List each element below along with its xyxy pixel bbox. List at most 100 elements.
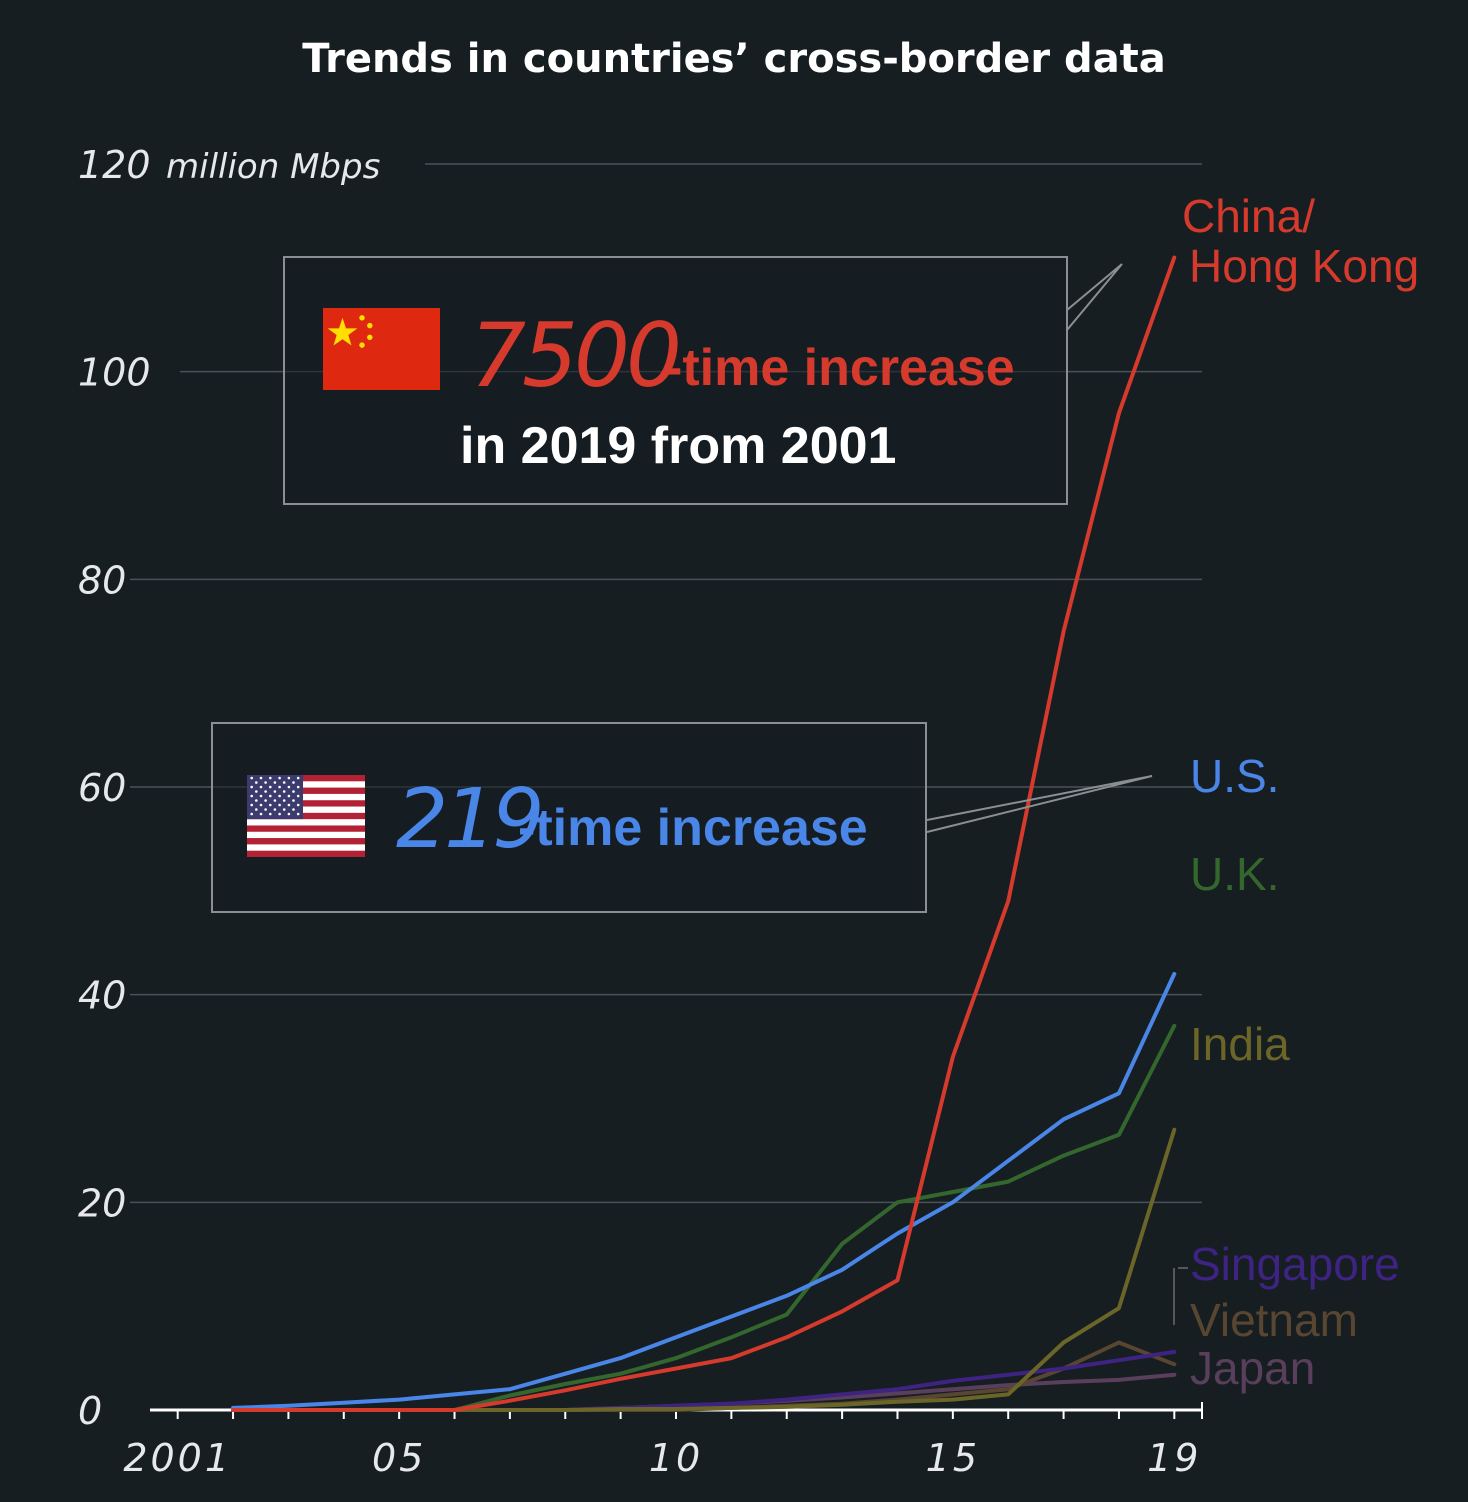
flag-star bbox=[292, 781, 295, 784]
flag-stripe bbox=[247, 812, 365, 820]
flag-star bbox=[287, 794, 291, 798]
series-line-china-hong-kong bbox=[231, 255, 1177, 1412]
flag-stripe bbox=[247, 800, 365, 807]
flag-star bbox=[296, 785, 300, 789]
flag-star bbox=[292, 808, 295, 811]
china-annotation-box: 7500 -time increase in 2019 from 2001 bbox=[283, 256, 1068, 505]
y-unit-label: million Mbps bbox=[166, 147, 380, 187]
flag-star bbox=[269, 785, 272, 789]
series-label: India bbox=[1190, 1018, 1290, 1070]
x-axis: 2001 05 10 15 19 bbox=[123, 1402, 1203, 1480]
y-tick-label: 100 bbox=[78, 351, 151, 395]
flag-stripe bbox=[247, 787, 365, 795]
flag-stripe bbox=[247, 775, 365, 782]
series-line-u-k bbox=[231, 1023, 1177, 1412]
flag-star bbox=[273, 808, 277, 811]
flag-star bbox=[255, 781, 258, 784]
flag-star bbox=[273, 790, 277, 793]
flag-star bbox=[259, 812, 263, 816]
x-tick-label: 15 bbox=[926, 1436, 980, 1480]
flag-stripe bbox=[247, 781, 365, 788]
flag-star bbox=[282, 808, 286, 811]
flag-star bbox=[269, 803, 272, 807]
flag-stripe bbox=[247, 793, 365, 801]
flag-star bbox=[250, 812, 253, 816]
flag-star bbox=[296, 794, 300, 798]
flag-star bbox=[282, 790, 286, 793]
flag-star bbox=[296, 803, 300, 807]
china-leader-line bbox=[1066, 263, 1123, 331]
series-line-u-s bbox=[231, 971, 1177, 1410]
series-label: Japan bbox=[1190, 1342, 1315, 1394]
us-leader-line bbox=[926, 775, 1153, 833]
flag-star bbox=[259, 803, 263, 807]
flag-star bbox=[287, 776, 291, 780]
china-increase-subtitle: in 2019 from 2001 bbox=[460, 417, 897, 475]
flag-stripe bbox=[247, 806, 365, 814]
flag-star bbox=[264, 790, 267, 793]
flag-star bbox=[296, 776, 300, 780]
flag-star bbox=[282, 781, 286, 784]
us-increase-number: 219 bbox=[396, 772, 545, 867]
series-label: China/ bbox=[1182, 190, 1315, 242]
flag-star bbox=[292, 799, 295, 802]
flag-star bbox=[259, 785, 263, 789]
series-label: Hong Kong bbox=[1189, 240, 1419, 292]
china-increase-suffix: -time increase bbox=[665, 339, 1015, 397]
flag-star bbox=[269, 812, 272, 816]
chart-title: Trends in countries’ cross-border data bbox=[302, 36, 1166, 82]
annotation-leader-lines bbox=[926, 263, 1188, 1325]
flag-star bbox=[287, 785, 291, 789]
flag-stripe bbox=[247, 850, 365, 858]
flag-star bbox=[259, 794, 263, 798]
flag-star bbox=[292, 790, 295, 793]
flag-star bbox=[278, 803, 281, 807]
series-label: U.K. bbox=[1190, 848, 1279, 900]
series-label: Vietnam bbox=[1190, 1294, 1358, 1346]
flag-stripe bbox=[247, 825, 365, 833]
flag-star bbox=[296, 812, 300, 816]
flag-stripe bbox=[247, 831, 365, 839]
us-increase-suffix: -time increase bbox=[518, 799, 868, 857]
flag-star bbox=[264, 808, 267, 811]
y-tick-label: 40 bbox=[78, 974, 126, 1018]
x-tick-label: 2001 bbox=[123, 1436, 232, 1480]
flag-star bbox=[269, 794, 272, 798]
us-flag-icon bbox=[247, 775, 365, 858]
flag-star bbox=[255, 808, 258, 811]
flag-star bbox=[250, 776, 253, 780]
series-label: Singapore bbox=[1190, 1238, 1400, 1290]
us-annotation-box: 219 -time increase bbox=[211, 722, 927, 913]
flag-star bbox=[264, 781, 267, 784]
y-tick-label: 120 bbox=[78, 143, 151, 187]
flag-star bbox=[287, 812, 291, 816]
flag-star bbox=[259, 776, 263, 780]
y-tick-label: 0 bbox=[78, 1389, 102, 1433]
flag-star bbox=[273, 781, 277, 784]
x-tick-label: 19 bbox=[1147, 1436, 1201, 1480]
flag-stripe bbox=[247, 819, 365, 826]
flag-star bbox=[250, 794, 253, 798]
x-tick-label: 10 bbox=[649, 1436, 703, 1480]
y-tick-label: 20 bbox=[78, 1181, 126, 1225]
flag-star bbox=[278, 785, 281, 789]
series-lines bbox=[231, 255, 1177, 1412]
flag-star bbox=[255, 790, 258, 793]
flag-star bbox=[264, 799, 267, 802]
flag-stripe bbox=[247, 838, 365, 845]
series-labels: China/Hong Kong U.S. U.K. India SingaporeVie… bbox=[1182, 190, 1419, 1394]
flag-star bbox=[255, 799, 258, 802]
flag-stripe bbox=[247, 844, 365, 851]
flag-star bbox=[287, 803, 291, 807]
flag-star bbox=[250, 785, 253, 789]
china-increase-number: 7500 bbox=[470, 304, 682, 407]
china-flag-icon bbox=[323, 308, 440, 390]
flag-star bbox=[250, 803, 253, 807]
y-axis-ticks: 0 20 40 60 80 100 120 million Mbps bbox=[78, 143, 380, 1433]
flag-star bbox=[278, 812, 281, 816]
y-tick-label: 60 bbox=[78, 766, 126, 810]
flag-star bbox=[269, 776, 272, 780]
flag-star bbox=[278, 776, 281, 780]
flag-star bbox=[273, 799, 277, 802]
flag-star bbox=[278, 794, 281, 798]
